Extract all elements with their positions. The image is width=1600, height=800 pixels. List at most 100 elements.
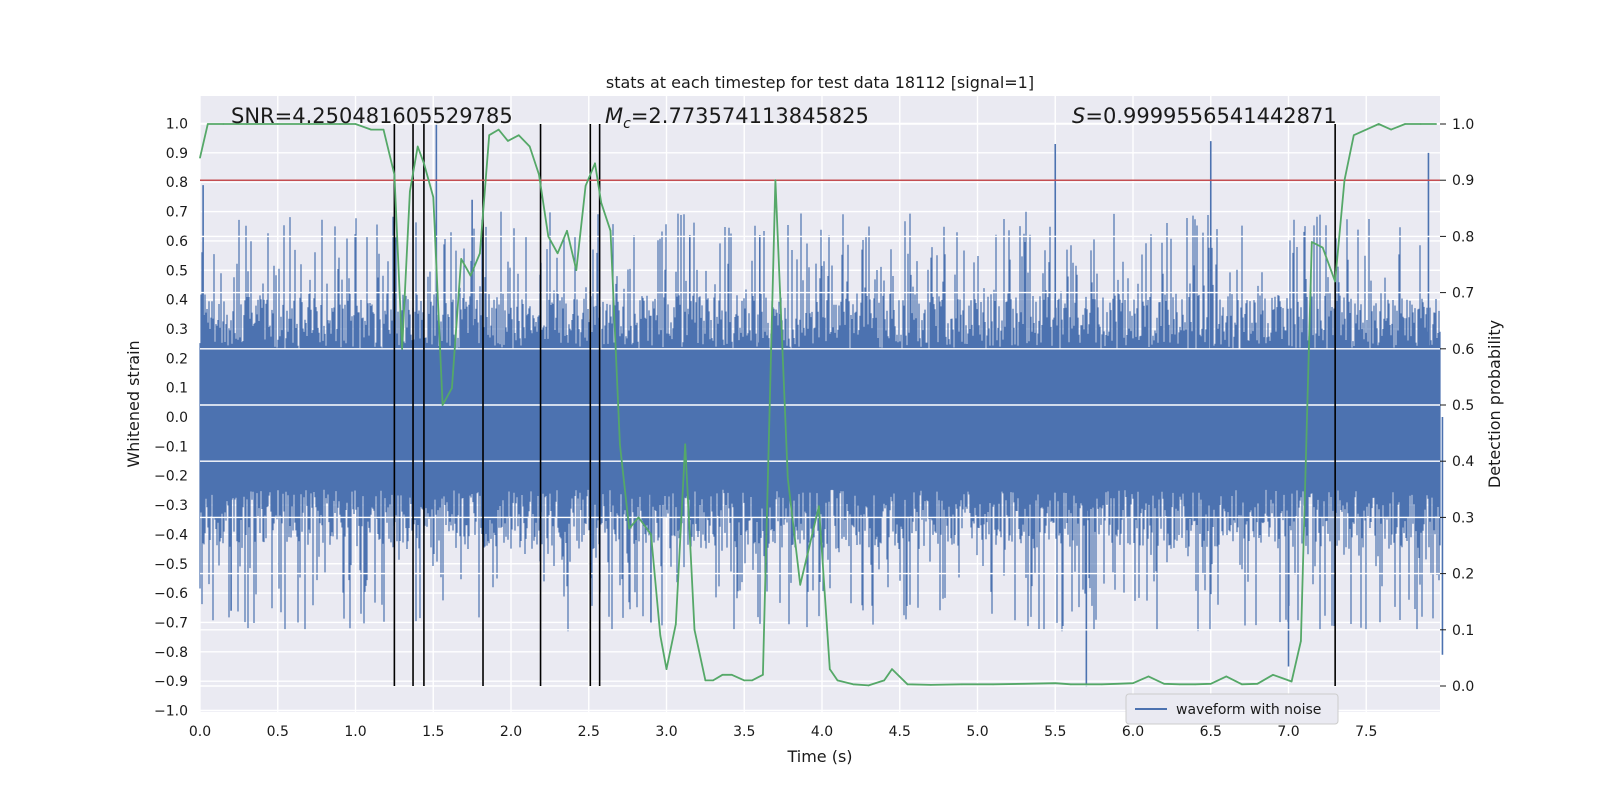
detection-probability-point: [393, 173, 396, 176]
detection-probability-point: [665, 668, 668, 670]
y-tick-label: −0.6: [154, 586, 188, 602]
detection-probability-line: [199, 123, 1437, 687]
chirp-mass-subscript: c: [623, 116, 631, 132]
detection-probability-point: [547, 235, 550, 238]
detection-probability-point: [836, 679, 839, 682]
y-tick-label: 0.7: [166, 205, 188, 221]
detection-probability-point: [276, 123, 279, 125]
y-tick-label: 0.3: [166, 322, 188, 338]
x-tick-label: 2.5: [578, 724, 600, 740]
detection-probability-point: [538, 173, 540, 176]
y-tick-label: −0.8: [154, 645, 188, 661]
detection-probability-point: [1225, 675, 1228, 678]
detection-probability-point: [930, 684, 932, 686]
y-right-tick-label: 1.0: [1452, 117, 1474, 133]
x-tick-label: 4.0: [811, 724, 833, 740]
right-axis-grid-lines: [200, 123, 1440, 687]
detection-probability-point: [1023, 682, 1025, 685]
y-right-tick-label: 0.5: [1452, 398, 1474, 414]
x-tick-label: 6.5: [1200, 724, 1222, 740]
detection-probability-point: [675, 623, 677, 625]
detection-probability-point: [1178, 683, 1181, 686]
detection-probability-point: [1365, 128, 1368, 131]
x-tick-label: 3.0: [655, 724, 677, 740]
detection-probability-point: [637, 516, 640, 519]
detection-probability-point: [684, 443, 686, 446]
detection-probability-point: [1390, 128, 1392, 131]
detection-probability-point: [1287, 679, 1290, 682]
y-axis-title: Whitened strain: [124, 340, 143, 467]
detection-probability-point: [1101, 683, 1103, 686]
x-tick-label: 0.0: [189, 724, 211, 740]
detection-probability-point: [479, 252, 481, 255]
y-right-tick-label: 0.6: [1452, 342, 1474, 358]
detection-probability-point: [600, 201, 602, 204]
detection-probability-point: [1300, 640, 1302, 642]
x-tick-label: 7.5: [1355, 724, 1377, 740]
detection-probability-point: [584, 185, 587, 187]
y-right-tick-label: 0.4: [1452, 454, 1474, 470]
x-tick-label: 6.0: [1122, 724, 1144, 740]
y-tick-label: −0.5: [154, 557, 188, 573]
axis-ticks: 0.0 0.5 1.0 1.5 2.0 2.5 3.0 3.5 4.0 4.5 5.0 5.5 6.0 6…: [154, 117, 1474, 741]
detection-probability-point: [1353, 134, 1355, 137]
y-tick-label: 0.6: [166, 234, 188, 250]
detection-probability-point: [808, 544, 811, 547]
x-tick-label: 0.5: [267, 724, 289, 740]
detection-probability-point: [1404, 123, 1406, 125]
significance-symbol: S: [1072, 104, 1085, 128]
detection-probability-point: [721, 673, 724, 676]
detection-probability-point: [370, 128, 372, 131]
detection-probability-point: [786, 477, 789, 479]
detection-probability-point: [1194, 683, 1196, 686]
detection-probability-point: [799, 584, 802, 586]
y-tick-label: −0.1: [154, 439, 188, 455]
detection-probability-point: [245, 123, 248, 125]
detection-probability-point: [1256, 682, 1259, 685]
detection-probability-point: [441, 404, 444, 406]
chirp-mass-value: =2.773574113845825: [631, 104, 869, 128]
y-tick-label: 0.5: [166, 263, 188, 279]
y-tick-label: −1.0: [154, 704, 188, 720]
legend: waveform with noise: [1125, 693, 1339, 725]
detection-probability-point: [432, 196, 435, 198]
y-tick-label: −0.4: [154, 527, 188, 543]
x-tick-label: 1.0: [344, 724, 366, 740]
y-tick-label: 0.0: [166, 410, 188, 426]
detection-probability-point: [460, 258, 463, 260]
detection-probability-point: [1290, 680, 1293, 683]
y-tick-label: 0.4: [166, 293, 188, 309]
y-right-tick-label: 0.0: [1452, 679, 1474, 695]
x-tick-label: 3.5: [733, 724, 755, 740]
detection-probability-point: [575, 269, 578, 271]
y-tick-label: 0.2: [166, 351, 188, 367]
detection-probability-point: [528, 145, 531, 148]
detection-probability-point: [828, 668, 831, 670]
detection-probability-point: [774, 179, 777, 181]
detection-probability-point: [566, 229, 568, 232]
detection-probability-point: [1116, 682, 1119, 685]
y-tick-label: −0.9: [154, 674, 188, 690]
detection-probability-point: [743, 679, 746, 682]
detection-probability-point: [354, 123, 357, 125]
detection-probability-point: [1241, 683, 1243, 686]
detection-probability-point: [1334, 280, 1336, 283]
y-tick-label: −0.2: [154, 469, 188, 485]
detection-probability-point: [1377, 123, 1380, 125]
x-tick-label: 5.5: [1044, 724, 1066, 740]
detection-probability-point: [883, 679, 885, 682]
detection-probability-point: [1209, 682, 1212, 685]
detection-probability-point: [556, 252, 559, 255]
detection-probability-point: [451, 387, 453, 389]
legend-label-waveform: waveform with noise: [1176, 702, 1321, 718]
detection-probability-point: [712, 679, 714, 682]
detection-probability-point: [650, 533, 652, 536]
detection-probability-point: [693, 629, 696, 631]
y-tick-label: 0.8: [166, 175, 188, 191]
detection-probability-point: [906, 683, 909, 686]
plot-title: stats at each timestep for test data 181…: [606, 73, 1034, 92]
detection-probability-point: [1163, 682, 1165, 685]
detection-probability-point: [416, 145, 419, 148]
legend-box: [1125, 693, 1339, 725]
